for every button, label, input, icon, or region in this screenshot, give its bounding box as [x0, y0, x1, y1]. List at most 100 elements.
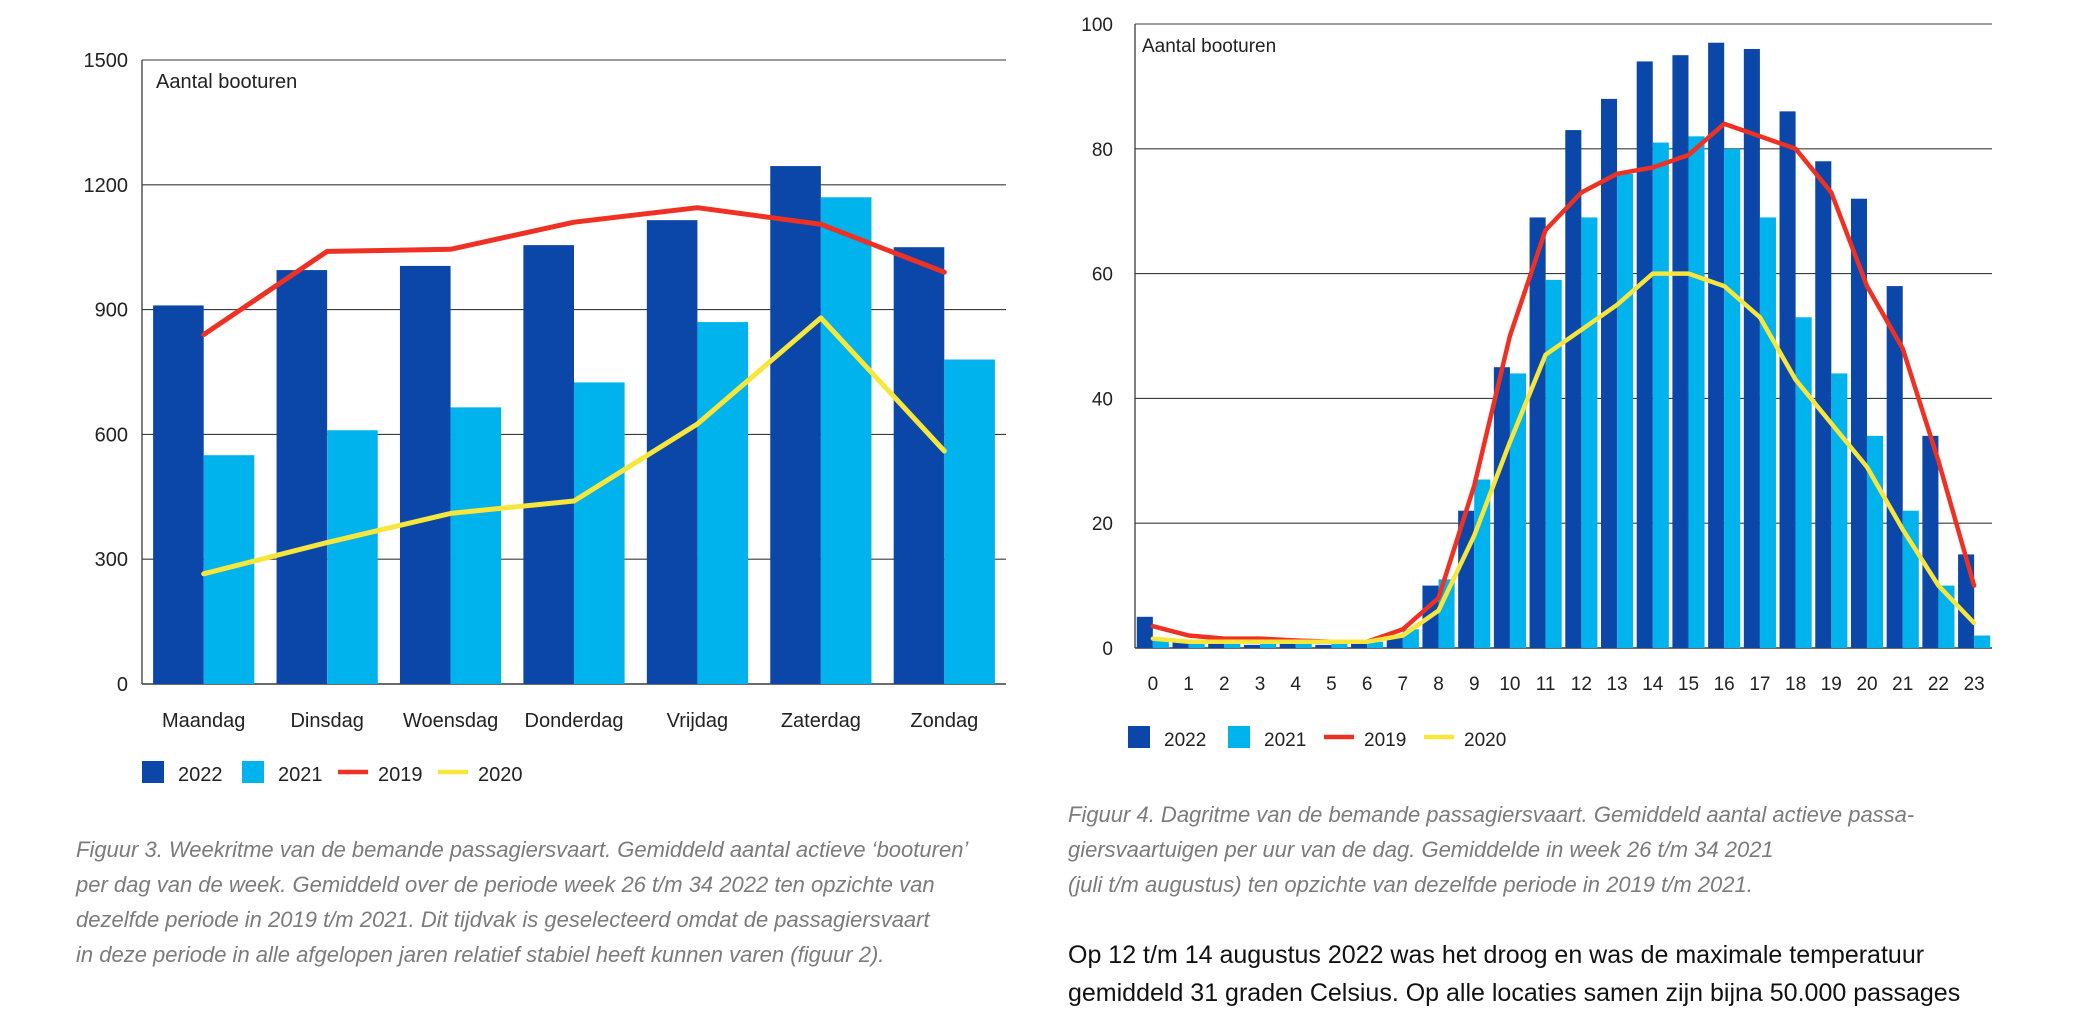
figure-3-caption: Figuur 3. Weekritme van de bemande passa… — [76, 832, 1056, 972]
bar-2022 — [153, 305, 204, 684]
caption-line: in deze periode in alle afgelopen jaren … — [76, 942, 885, 967]
x-tick-label: 16 — [1714, 674, 1735, 695]
y-tick-label: 80 — [1092, 140, 1113, 161]
y-tick-label: 1500 — [84, 50, 129, 72]
y-tick-label: 100 — [1081, 15, 1113, 36]
bar-2022 — [1136, 616, 1153, 648]
caption-line: dezelfde periode in 2019 t/m 2021. Dit t… — [76, 907, 930, 932]
x-tick-label: 10 — [1499, 674, 1520, 695]
line-2020 — [201, 315, 947, 577]
caption-line: giersvaartuigen per uur van de dag. Gemi… — [1068, 837, 1774, 862]
x-tick-label: 7 — [1398, 674, 1409, 695]
bar-2021 — [1509, 373, 1527, 648]
x-tick-label: Zondag — [910, 710, 978, 732]
bar-2021 — [1688, 136, 1705, 648]
caption-line: Figuur 3. Weekritme van de bemande passa… — [76, 837, 969, 862]
x-tick-label: Woensdag — [403, 710, 498, 732]
x-tick-label: 17 — [1749, 674, 1770, 695]
line-2020 — [1150, 271, 1977, 645]
legend-label: 2019 — [378, 764, 423, 786]
legend-label: 2022 — [178, 764, 223, 786]
bar-2021 — [1831, 373, 1848, 648]
bar-2022 — [1922, 435, 1939, 648]
x-tick-label: 4 — [1290, 674, 1301, 695]
bar-2021 — [1724, 148, 1741, 649]
x-tick-label: 15 — [1678, 674, 1699, 695]
bar-2021 — [1152, 638, 1169, 648]
body-paragraph: Op 12 t/m 14 augustus 2022 was het droog… — [1068, 936, 2028, 1012]
y-tick-label: 20 — [1092, 514, 1113, 535]
bar-2021 — [327, 430, 378, 684]
bar-2021 — [1617, 173, 1634, 648]
bar-2022 — [1815, 161, 1832, 648]
legend-label: 2021 — [1264, 730, 1306, 751]
bar-2021 — [1795, 317, 1812, 648]
x-tick-label: 18 — [1785, 674, 1806, 695]
bar-2022 — [1636, 61, 1653, 648]
bar-2022 — [399, 265, 451, 684]
x-tick-label: 14 — [1642, 674, 1664, 695]
bar-2022 — [1529, 217, 1546, 648]
x-tick-label: 8 — [1433, 674, 1444, 695]
line-2019 — [1150, 121, 1977, 645]
x-tick-label: 12 — [1571, 674, 1592, 695]
x-tick-label: 22 — [1928, 674, 1949, 695]
legend-swatch-2022 — [142, 761, 164, 783]
caption-line: (juli t/m augustus) ten opzichte van dez… — [1068, 872, 1753, 897]
x-tick-label: 1 — [1183, 674, 1194, 695]
x-tick-label: Maandag — [162, 710, 245, 732]
bar-2021 — [1224, 641, 1241, 648]
bar-2021 — [1259, 641, 1277, 648]
bar-2022 — [1493, 367, 1510, 648]
x-tick-label: 9 — [1469, 674, 1480, 695]
legend: 2022 2021 2019 2020 — [1128, 726, 1506, 751]
bar-2021 — [1581, 217, 1598, 648]
body-line: gemiddeld 31 graden Celsius. Op alle loc… — [1068, 979, 1961, 1007]
caption-line: Figuur 4. Dagritme van de bemande passag… — [1068, 802, 1915, 827]
bar-2021 — [820, 197, 872, 684]
legend-swatch-2022 — [1128, 726, 1150, 748]
x-tick-label: 5 — [1326, 674, 1337, 695]
bar-2022 — [893, 247, 945, 684]
legend-label: 2022 — [1164, 730, 1206, 751]
legend-swatch-2021 — [1228, 726, 1250, 748]
legend-label: 2020 — [478, 764, 523, 786]
bar-2021 — [1652, 142, 1669, 648]
x-tick-label: 20 — [1856, 674, 1877, 695]
figure-4-caption: Figuur 4. Dagritme van de bemande passag… — [1068, 797, 2008, 902]
bar-2022 — [1708, 42, 1725, 649]
bar-2022 — [1743, 48, 1760, 648]
x-tick-label: 6 — [1362, 674, 1373, 695]
chart-1: 0 300 600 900 1200 1500 Aantal booturen Maandag… — [84, 50, 1006, 786]
bar-2022 — [1315, 644, 1332, 648]
x-tick-label: 11 — [1536, 674, 1556, 695]
bar-2022 — [770, 166, 821, 684]
bar-2022 — [1958, 554, 1975, 648]
caption-line: per dag van de week. Gemiddeld over de p… — [76, 872, 935, 897]
y-tick-label: 300 — [95, 549, 128, 571]
bar-2022 — [1600, 98, 1618, 648]
x-tick-label: 0 — [1148, 674, 1159, 695]
x-tick-label: Zaterdag — [781, 710, 861, 732]
bar-2022 — [1565, 130, 1582, 648]
bar-2021 — [1331, 641, 1348, 648]
bar-2021 — [1295, 641, 1312, 648]
legend-label: 2019 — [1364, 730, 1406, 751]
y-tick-label: 40 — [1092, 389, 1113, 410]
y-tick-label: 900 — [95, 300, 128, 322]
y-tick-label: 0 — [1102, 639, 1113, 660]
bar-2022 — [1779, 111, 1796, 649]
x-tick-label: Dinsdag — [290, 710, 363, 732]
x-tick-label: Donderdag — [525, 710, 624, 732]
bar-2021 — [450, 407, 502, 684]
bar-2022 — [1351, 641, 1368, 648]
bar-2022 — [1672, 55, 1689, 648]
x-tick-label: Vrijdag — [667, 710, 729, 732]
y-tick-label: 1200 — [84, 175, 129, 197]
y-tick-label: 600 — [95, 424, 128, 446]
y-tick-label: 0 — [117, 674, 128, 696]
line-2019 — [201, 205, 947, 338]
bar-2021 — [1367, 641, 1384, 648]
